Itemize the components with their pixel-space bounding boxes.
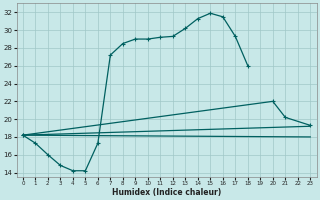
X-axis label: Humidex (Indice chaleur): Humidex (Indice chaleur) <box>112 188 221 197</box>
